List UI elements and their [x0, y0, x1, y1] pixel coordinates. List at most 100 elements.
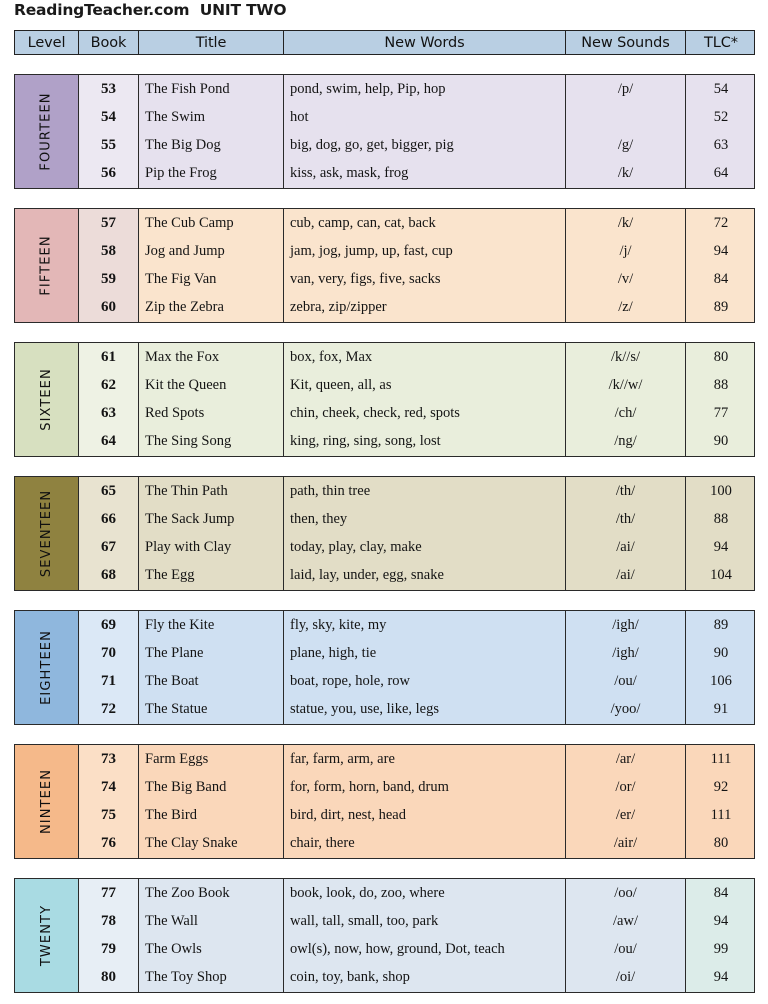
cell-new-words: chin, cheek, check, red, spots: [284, 399, 566, 428]
cell-title: Farm Eggs: [139, 745, 284, 774]
level-label: SEVENTEEN: [39, 489, 55, 578]
cell-title: Zip the Zebra: [139, 293, 284, 322]
cell-title: Play with Clay: [139, 533, 284, 562]
level-rows: 69 Fly the Kite fly, sky, kite, my/igh/89 7…: [79, 611, 754, 724]
cell-title: The Sack Jump: [139, 505, 284, 534]
cell-title: The Sing Song: [139, 427, 284, 456]
table-row: 72 The Statue statue, you, use, like, legs…: [79, 695, 754, 724]
cell-tlc: 94: [686, 963, 754, 992]
cell-book: 74: [79, 773, 139, 802]
cell-book: 55: [79, 131, 139, 160]
cell-title: The Swim: [139, 103, 284, 132]
cell-book: 76: [79, 829, 139, 858]
cell-new-words: coin, toy, bank, shop: [284, 963, 566, 992]
cell-new-sounds: /er/: [566, 801, 686, 830]
cell-new-words: zebra, zip/zipper: [284, 293, 566, 322]
cell-new-sounds: /igh/: [566, 639, 686, 668]
cell-title: The Fig Van: [139, 265, 284, 294]
table-row: 67 Play with Clay today, play, clay, make /…: [79, 533, 754, 562]
cell-tlc: 72: [686, 209, 754, 238]
cell-new-sounds: /th/: [566, 505, 686, 534]
table-header-row: Level Book Title New Words New Sounds TL…: [14, 30, 755, 55]
table-row: 53 The Fish Pond pond, swim, help, Pip, ho…: [79, 75, 754, 104]
cell-new-sounds: /or/: [566, 773, 686, 802]
cell-new-sounds: /k//w/: [566, 371, 686, 400]
cell-new-sounds: /k/: [566, 209, 686, 238]
cell-title: Fly the Kite: [139, 611, 284, 640]
cell-new-words: wall, tall, small, too, park: [284, 907, 566, 936]
cell-new-sounds: /ng/: [566, 427, 686, 456]
cell-title: The Thin Path: [139, 477, 284, 506]
table-row: 54 The Swim hot 52: [79, 103, 754, 132]
cell-new-words: path, thin tree: [284, 477, 566, 506]
level-cell: SIXTEEN: [15, 343, 79, 456]
level-rows: 65 The Thin Path path, thin tree/th/100 66 T…: [79, 477, 754, 590]
level-block: SIXTEEN 61 Max the Fox box, fox, Max/k//s/8…: [14, 342, 755, 457]
cell-book: 56: [79, 159, 139, 188]
page-title: ReadingTeacher.com UNIT TWO: [14, 1, 287, 19]
cell-tlc: 84: [686, 265, 754, 294]
cell-tlc: 77: [686, 399, 754, 428]
table-row: 79 The Owls owl(s), now, how, ground, Dot,…: [79, 935, 754, 964]
cell-new-words: book, look, do, zoo, where: [284, 879, 566, 908]
cell-title: Jog and Jump: [139, 237, 284, 266]
level-block: TWENTY 77 The Zoo Book book, look, do, zoo,…: [14, 878, 755, 993]
cell-tlc: 52: [686, 103, 754, 132]
table-row: 64 The Sing Song king, ring, sing, song, l…: [79, 427, 754, 456]
cell-book: 62: [79, 371, 139, 400]
level-rows: 57 The Cub Camp cub, camp, can, cat, back /…: [79, 209, 754, 322]
cell-new-sounds: /ai/: [566, 533, 686, 562]
cell-title: Red Spots: [139, 399, 284, 428]
cell-new-words: for, form, horn, band, drum: [284, 773, 566, 802]
cell-title: The Big Band: [139, 773, 284, 802]
cell-new-sounds: /th/: [566, 477, 686, 506]
cell-new-words: bird, dirt, nest, head: [284, 801, 566, 830]
table-row: 60 Zip the Zebra zebra, zip/zipper/z/89: [79, 293, 754, 322]
table-row: 80 The Toy Shop coin, toy, bank, shop/oi/9…: [79, 963, 754, 992]
level-rows: 77 The Zoo Book book, look, do, zoo, where…: [79, 879, 754, 992]
table-row: 69 Fly the Kite fly, sky, kite, my/igh/89: [79, 611, 754, 640]
cell-title: The Big Dog: [139, 131, 284, 160]
cell-new-words: kiss, ask, mask, frog: [284, 159, 566, 188]
level-label: TWENTY: [39, 904, 54, 967]
table-row: 74 The Big Band for, form, horn, band, dru…: [79, 773, 754, 802]
table-row: 70 The Plane plane, high, tie/igh/90: [79, 639, 754, 668]
cell-book: 57: [79, 209, 139, 238]
cell-book: 54: [79, 103, 139, 132]
table-row: 71 The Boat boat, rope, hole, row/ou/106: [79, 667, 754, 696]
cell-tlc: 89: [686, 611, 754, 640]
cell-new-words: chair, there: [284, 829, 566, 858]
cell-new-words: king, ring, sing, song, lost: [284, 427, 566, 456]
cell-book: 59: [79, 265, 139, 294]
table-row: 62 Kit the Queen Kit, queen, all, as/k//w/…: [79, 371, 754, 400]
cell-new-sounds: /oo/: [566, 879, 686, 908]
cell-new-words: statue, you, use, like, legs: [284, 695, 566, 724]
cell-new-sounds: /aw/: [566, 907, 686, 936]
table-row: 68 The Egg laid, lay, under, egg, snake/ai…: [79, 561, 754, 590]
level-block: NINTEEN 73 Farm Eggs far, farm, arm, are/ar…: [14, 744, 755, 859]
column-header-tlc: TLC*: [704, 34, 738, 51]
cell-title: The Toy Shop: [139, 963, 284, 992]
table-row: 58 Jog and Jump jam, jog, jump, up, fast, …: [79, 237, 754, 266]
cell-book: 79: [79, 935, 139, 964]
cell-new-words: van, very, figs, five, sacks: [284, 265, 566, 294]
level-label: FIFTEEN: [38, 235, 54, 296]
table-row: 59 The Fig Van van, very, figs, five, sack…: [79, 265, 754, 294]
table-row: 75 The Bird bird, dirt, nest, head/er/111: [79, 801, 754, 830]
table-row: 65 The Thin Path path, thin tree/th/100: [79, 477, 754, 506]
cell-book: 64: [79, 427, 139, 456]
cell-tlc: 84: [686, 879, 754, 908]
column-header-new-words: New Words: [284, 31, 566, 54]
cell-book: 72: [79, 695, 139, 724]
cell-title: The Egg: [139, 561, 284, 590]
cell-book: 77: [79, 879, 139, 908]
level-rows: 73 Farm Eggs far, farm, arm, are/ar/111 74 T…: [79, 745, 754, 858]
cell-title: The Plane: [139, 639, 284, 668]
cell-new-sounds: /ou/: [566, 667, 686, 696]
cell-new-sounds: /yoo/: [566, 695, 686, 724]
level-label: FOURTEEN: [39, 92, 54, 171]
cell-tlc: 111: [686, 801, 754, 830]
cell-book: 66: [79, 505, 139, 534]
cell-new-sounds: /ai/: [566, 561, 686, 590]
cell-title: The Cub Camp: [139, 209, 284, 238]
